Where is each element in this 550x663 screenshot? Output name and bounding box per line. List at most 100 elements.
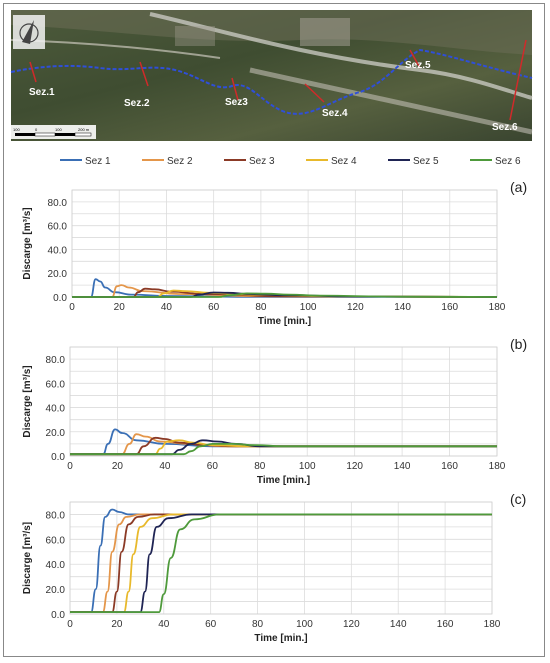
section-label: Sez.1 [29,87,55,98]
y-tick-label: 0.0 [51,452,65,463]
series-line [69,513,492,614]
y-tick-label: 80.0 [46,355,66,366]
series-line [69,513,492,614]
series-line [69,513,492,614]
x-tick-label: 60 [207,461,219,472]
x-tick-label: 60 [205,619,217,630]
section-label: Sez.6 [492,122,518,133]
legend-label: Sez 5 [413,156,439,167]
y-axis-label: Discarge [m³/s] [22,522,33,594]
x-axis-label: Time [min.] [257,475,310,486]
x-tick-label: 0 [67,619,73,630]
north-arrow-icon [13,15,45,49]
chart-legend: Sez 1 Sez 2 Sez 3 Sez 4 Sez 5 Sez 6 [60,156,521,167]
legend-label: Sez 3 [249,156,275,167]
y-tick-label: 80.0 [46,510,66,521]
x-tick-label: 140 [394,302,411,313]
village [175,26,215,46]
scale-label: 100 [13,127,20,132]
y-tick-label: 40.0 [48,245,68,256]
scale-label: 100 [55,127,62,132]
legend-label: Sez 2 [167,156,193,167]
y-tick-label: 20.0 [48,269,68,280]
section-line [29,61,37,83]
x-tick-label: 100 [300,302,317,313]
x-tick-label: 140 [390,619,407,630]
section-line [139,61,149,87]
section-label: Sez.2 [124,98,150,109]
y-tick-label: 80.0 [48,198,68,209]
x-tick-label: 160 [437,619,454,630]
section-line [509,39,527,121]
legend-label: Sez 1 [85,156,111,167]
x-tick-label: 120 [346,461,363,472]
legend-label: Sez 6 [495,156,521,167]
x-tick-label: 120 [347,302,364,313]
plot-area [69,346,498,457]
x-tick-label: 180 [489,302,506,313]
chart-panel: 0.0 20.0 40.0 60.0 80.0 0 20 40 60 80 100 120 140 160… [22,336,527,486]
plot-area [71,189,498,298]
x-axis-label: Time [min.] [254,633,307,644]
series-line [70,439,497,456]
x-tick-label: 40 [161,302,173,313]
x-tick-label: 80 [255,302,267,313]
road [249,67,533,135]
scale-label: 0 [35,127,38,132]
x-tick-label: 20 [114,302,126,313]
section-label: Sez3 [225,97,248,108]
x-tick-label: 20 [112,461,124,472]
x-tick-label: 100 [299,461,316,472]
chart-panel: 0.0 20.0 40.0 60.0 80.0 0 20 40 60 80 100 120 140 160… [22,179,527,327]
series-line [72,292,498,298]
x-tick-label: 60 [208,302,220,313]
y-tick-label: 60.0 [46,535,66,546]
x-tick-label: 20 [111,619,123,630]
x-tick-label: 100 [296,619,313,630]
village [300,18,350,46]
x-tick-label: 160 [441,461,458,472]
x-tick-label: 140 [394,461,411,472]
x-tick-label: 180 [489,461,506,472]
y-tick-label: 20.0 [46,585,66,596]
x-tick-label: 0 [67,461,73,472]
y-axis-label: Discarge [m³/s] [22,207,33,279]
scale-bar: 100 0 100 200 m [11,125,96,139]
x-tick-label: 40 [159,461,171,472]
x-tick-label: 80 [254,461,266,472]
x-tick-label: 160 [441,302,458,313]
x-axis-label: Time [min.] [258,316,311,327]
plot-area [69,501,493,615]
aerial-map: Sez.1 Sez.2 Sez3 Sez.4 Sez.5 Sez.6 100 0… [10,10,533,141]
y-tick-label: 60.0 [48,222,68,233]
y-tick-label: 40.0 [46,560,66,571]
scale-label: 200 m [78,127,90,132]
series-line [70,428,497,456]
x-tick-label: 120 [343,619,360,630]
road [149,12,533,100]
series-line [69,508,492,614]
legend-label: Sez 4 [331,156,357,167]
x-tick-label: 40 [158,619,170,630]
chart-panel: 0.0 20.0 40.0 60.0 80.0 0 20 40 60 80 100 120 140 160… [22,491,526,644]
terrain-shading [11,10,532,55]
river-path [10,48,533,115]
section-line [409,49,421,69]
section-line [231,77,239,101]
figure-frame [3,3,545,657]
y-axis-label: Discarge [m³/s] [22,365,33,437]
panel-label: (a) [510,179,527,195]
panel-label: (b) [510,336,527,352]
section-line [304,83,325,103]
section-label: Sez.4 [322,108,348,119]
y-tick-label: 0.0 [53,293,67,304]
x-tick-label: 80 [252,619,264,630]
panel-label: (c) [510,491,526,507]
section-label: Sez.5 [405,60,431,71]
y-tick-label: 20.0 [46,428,66,439]
x-tick-label: 180 [484,619,501,630]
series-line [70,439,497,456]
series-line [70,442,497,456]
y-tick-label: 60.0 [46,379,66,390]
